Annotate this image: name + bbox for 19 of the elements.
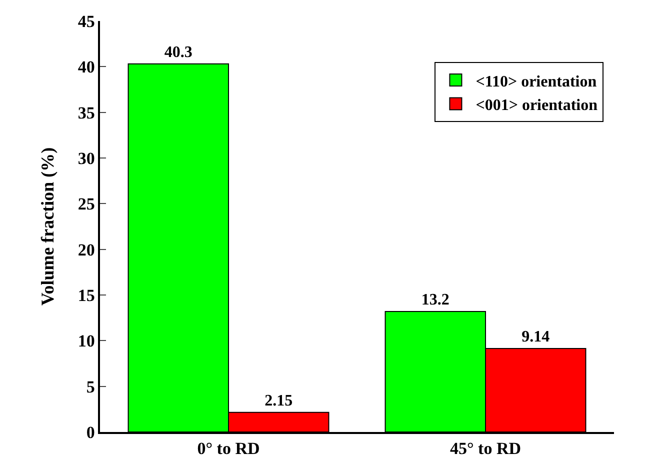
x-tick-label: 0° to RD (197, 439, 260, 458)
y-tick-label: 40 (78, 58, 95, 77)
y-tick-label: 15 (78, 286, 95, 305)
x-tick-label: 45° to RD (450, 439, 522, 458)
data-label: 13.2 (421, 291, 450, 308)
legend-label: <110> orientation (476, 73, 597, 90)
y-axis-title: Volume fraction (%) (38, 147, 58, 306)
y-tick-label: 35 (78, 103, 95, 122)
legend-label: <001> orientation (476, 97, 598, 114)
data-label: 2.15 (264, 392, 293, 410)
data-label: 40.3 (164, 44, 192, 61)
y-tick-label: 0 (86, 422, 95, 442)
y-tick-label: 10 (78, 332, 95, 351)
y-tick-label: 5 (86, 377, 95, 396)
data-label: 9.14 (522, 328, 550, 346)
y-tick-label: 25 (78, 194, 95, 214)
y-tick-label: 20 (78, 240, 95, 260)
y-tick-label: 30 (78, 148, 95, 168)
y-tick-label: 45 (78, 12, 95, 31)
